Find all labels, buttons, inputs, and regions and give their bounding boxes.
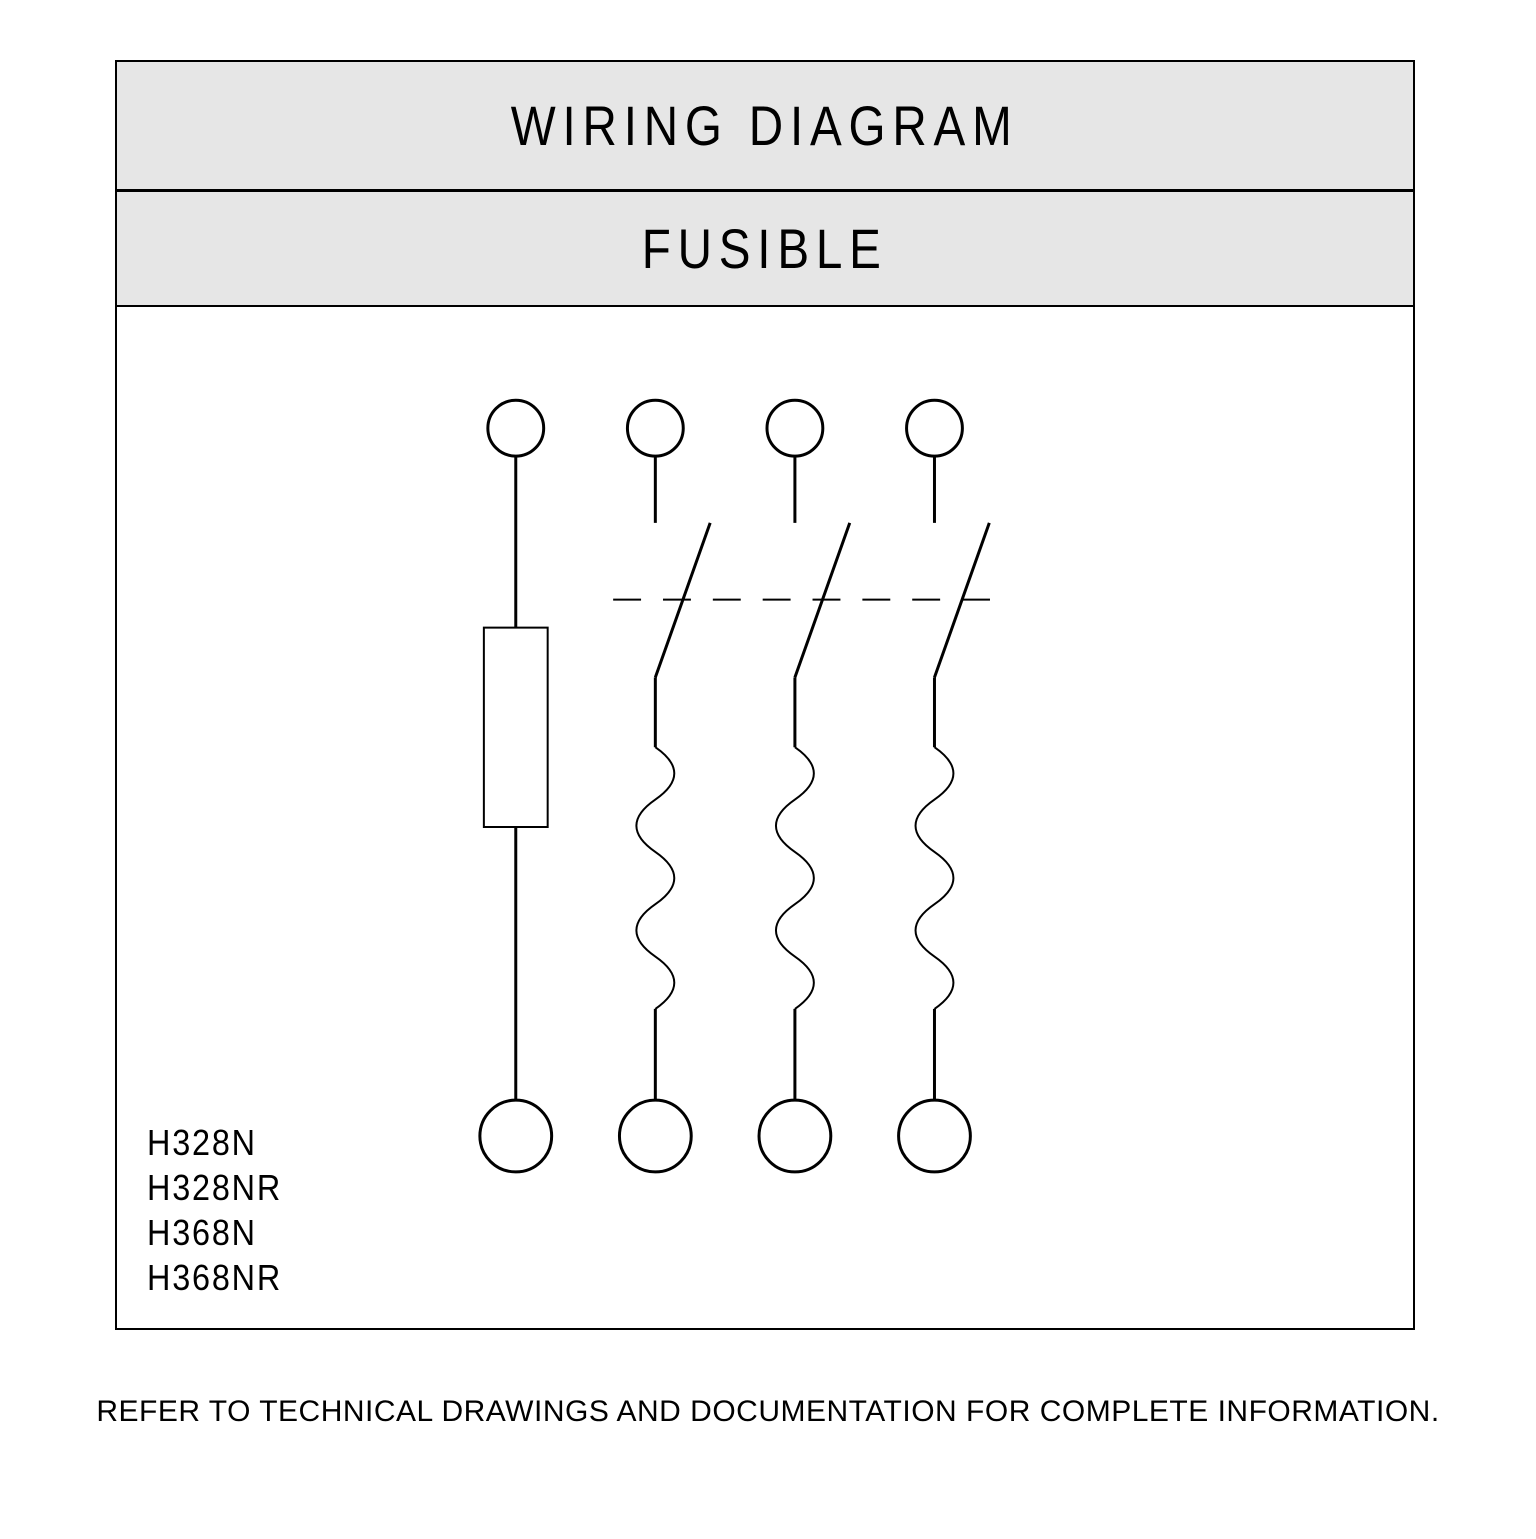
wiring-svg	[117, 307, 1413, 1330]
diagram-area: H328NH328NRH368NH368NR	[117, 307, 1413, 1330]
footer-note: REFER TO TECHNICAL DRAWINGS AND DOCUMENT…	[0, 1395, 1536, 1429]
model-label: H368N	[147, 1210, 282, 1255]
page: WIRING DIAGRAM FUSIBLE H328NH328NRH368NH…	[0, 0, 1536, 1539]
subtitle-text: FUSIBLE	[642, 216, 888, 281]
model-label: H328NR	[147, 1165, 282, 1210]
model-label: H368NR	[147, 1255, 282, 1300]
diagram-frame: WIRING DIAGRAM FUSIBLE H328NH328NRH368NH…	[115, 60, 1415, 1330]
model-list: H328NH328NRH368NH368NR	[147, 1120, 282, 1300]
model-label: H328N	[147, 1120, 282, 1165]
title-text: WIRING DIAGRAM	[511, 93, 1019, 158]
title-bar: WIRING DIAGRAM	[117, 62, 1413, 192]
subtitle-bar: FUSIBLE	[117, 192, 1413, 307]
